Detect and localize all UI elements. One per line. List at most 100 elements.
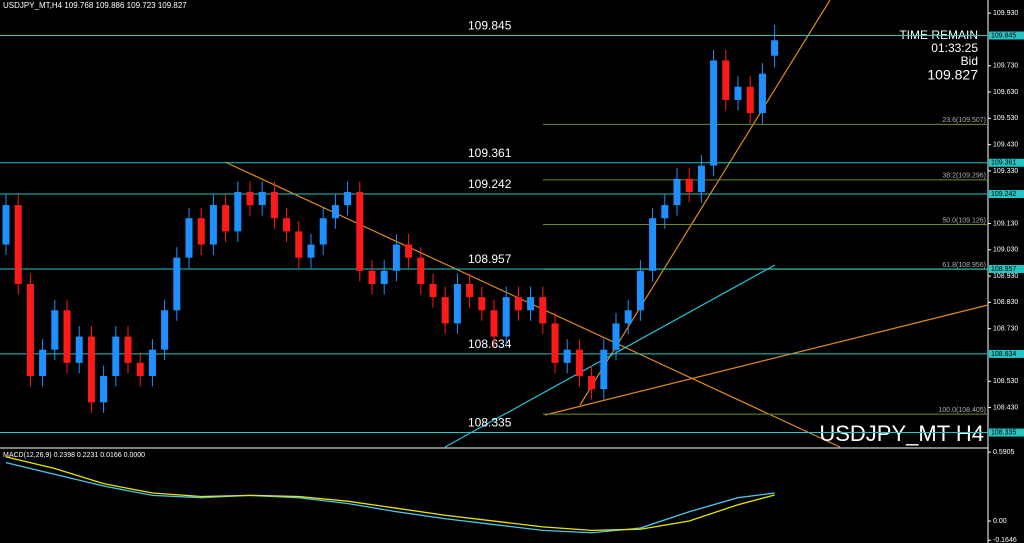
candle-body: [527, 297, 535, 311]
level-box: [989, 349, 1024, 358]
candle-body: [392, 244, 400, 271]
candle-body: [100, 376, 108, 403]
level-label: 108.957: [468, 252, 512, 266]
candle-body: [697, 165, 705, 192]
candle-body: [417, 257, 425, 284]
candle-body: [490, 310, 498, 337]
level-box: [989, 428, 1024, 437]
candle-body: [405, 244, 413, 258]
candle-body: [173, 257, 181, 311]
candle-body: [295, 231, 303, 258]
last-open: 109.768: [64, 1, 93, 10]
candle-body: [234, 191, 242, 232]
level-box: [989, 190, 1024, 199]
candle-body: [502, 297, 510, 337]
candle-body: [722, 60, 730, 100]
level-box: [989, 264, 1024, 273]
trendline: [579, 0, 831, 406]
candle-body: [148, 349, 156, 377]
y-tick-label: 108.830: [993, 299, 1018, 306]
candle-body: [209, 205, 217, 245]
candle-body: [466, 283, 474, 298]
level-label: 109.845: [468, 19, 512, 33]
watermark: USDJPY_MT H4: [819, 421, 984, 446]
candle-body: [429, 283, 437, 298]
level-axis-label: 108.957: [991, 266, 1016, 273]
y-tick-label: 0.00: [993, 518, 1007, 525]
fib-label: 100.0(108.405): [939, 407, 986, 414]
candle-body: [649, 218, 657, 271]
candle-body: [136, 362, 144, 377]
time-remain: 01:33:25: [931, 41, 978, 55]
y-tick-label: 0.5905: [993, 449, 1015, 456]
candle-body: [307, 244, 315, 258]
candle-body: [124, 336, 132, 363]
candle-body: [600, 349, 608, 390]
candle-body: [624, 310, 632, 324]
macd-line: [5, 462, 775, 534]
level-box: [989, 31, 1024, 40]
candle-body: [734, 86, 742, 100]
candle-body: [551, 323, 559, 363]
candle-body: [685, 178, 693, 192]
symbol: USDJPY_MT,H4: [3, 1, 63, 10]
fib-label: 50.0(109.126): [942, 217, 986, 224]
level-label: 109.242: [468, 177, 512, 191]
y-tick-label: 108.430: [993, 404, 1018, 411]
candle-body: [368, 270, 376, 284]
macd-title: MACD(12,26,9) 0.2398 0.2231 0.0166 0.000…: [3, 452, 145, 459]
y-tick-label: 109.330: [993, 168, 1018, 175]
candle-body: [710, 60, 718, 166]
candle-body: [380, 270, 388, 284]
candle-body: [771, 40, 779, 56]
candle-body: [258, 191, 266, 206]
fib-label: 38.2(109.296): [942, 173, 986, 180]
macd-line: [5, 456, 775, 532]
candle-body: [283, 218, 291, 232]
candle-body: [758, 73, 766, 114]
candle-body: [453, 283, 461, 324]
y-tick-label: 109.930: [993, 10, 1018, 17]
y-tick-label: 109.630: [993, 89, 1018, 96]
candle-body: [87, 336, 95, 403]
level-label: 108.634: [468, 337, 512, 351]
candle-body: [539, 297, 547, 324]
level-axis-label: 109.361: [991, 160, 1016, 167]
symbol-info: USDJPY_MT,H4 109.768 109.886 109.723 109…: [3, 1, 187, 10]
level-label: 108.335: [468, 416, 512, 430]
fib-label: 23.6(109.507): [942, 117, 986, 124]
candle-body: [588, 376, 596, 390]
candle-body: [636, 270, 644, 311]
candle-body: [51, 310, 59, 350]
candle-body: [319, 218, 327, 245]
level-axis-label: 108.634: [991, 351, 1016, 358]
last-high: 109.886: [96, 1, 125, 10]
level-box: [989, 158, 1024, 167]
candle-body: [270, 191, 278, 219]
candle-body: [441, 297, 449, 324]
candle-body: [197, 218, 205, 245]
bid-label: Bid: [961, 54, 978, 68]
candle-body: [612, 323, 620, 350]
level-axis-label: 109.242: [991, 191, 1016, 198]
y-tick-label: 109.030: [993, 247, 1018, 254]
candle-body: [356, 191, 364, 271]
y-tick-label: 109.430: [993, 141, 1018, 148]
candle-body: [26, 283, 34, 377]
candle-body: [39, 349, 47, 377]
y-tick-label: -0.1646: [993, 537, 1017, 543]
candle-body: [112, 336, 120, 377]
candle-body: [331, 205, 339, 219]
y-tick-label: 108.730: [993, 326, 1018, 333]
candle-body: [161, 310, 169, 350]
level-axis-label: 109.845: [991, 32, 1016, 39]
candle-body: [344, 191, 352, 206]
candle-body: [2, 205, 10, 245]
candle-body: [75, 336, 83, 363]
candle-body: [63, 310, 71, 363]
trendline: [544, 304, 989, 416]
bid-value: 109.827: [927, 67, 978, 83]
